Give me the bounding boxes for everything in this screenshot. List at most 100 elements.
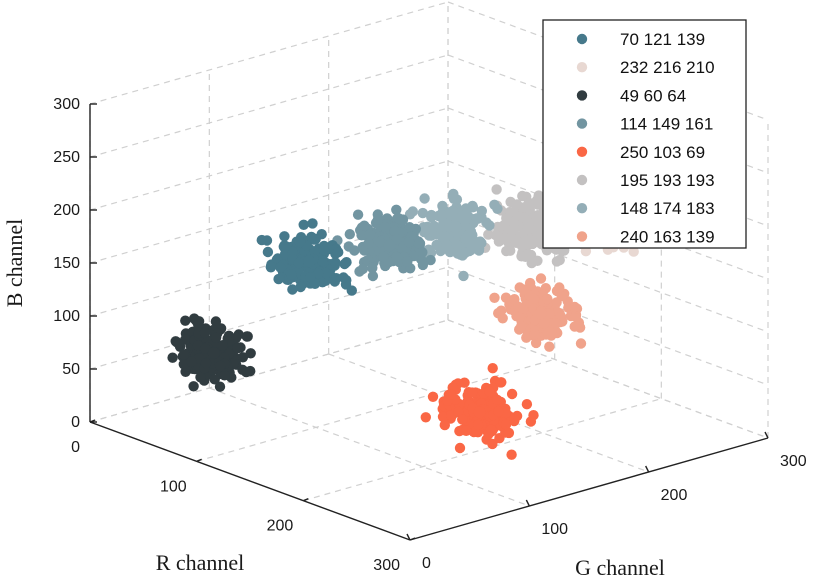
cluster-center-point xyxy=(534,307,547,320)
data-point xyxy=(378,251,389,263)
data-point xyxy=(500,407,512,419)
data-point xyxy=(489,292,500,303)
data-point xyxy=(295,281,306,293)
cluster-center-point xyxy=(522,222,535,235)
data-point xyxy=(489,199,500,210)
data-point xyxy=(427,211,438,222)
data-point xyxy=(391,204,402,215)
data-point xyxy=(305,271,316,283)
data-point xyxy=(186,356,197,367)
data-point xyxy=(518,284,529,295)
data-point xyxy=(516,251,527,262)
data-point xyxy=(495,377,506,388)
data-point xyxy=(487,363,498,374)
data-point xyxy=(628,246,639,257)
x-tick-mark xyxy=(303,498,309,502)
data-point xyxy=(485,424,497,435)
legend-label: 148 174 183 xyxy=(620,199,715,218)
data-point xyxy=(491,394,503,405)
z-tick-label: 200 xyxy=(53,202,80,219)
data-point xyxy=(237,352,249,363)
data-point xyxy=(505,245,516,256)
left-wall-grid-line xyxy=(89,107,449,211)
data-point xyxy=(167,352,178,363)
data-point xyxy=(516,321,527,332)
data-point xyxy=(391,234,402,245)
ticks-layer: 0 50 100 150 200 250 300 0 100 200 300 0 100 200 300 xyxy=(53,96,807,574)
y-tick-label: 200 xyxy=(661,487,688,504)
legend-marker xyxy=(576,118,588,129)
data-point xyxy=(425,254,436,266)
legend: 70 121 139 232 216 210 49 60 64 114 149 161… xyxy=(542,19,747,249)
x-axis-line xyxy=(89,421,411,541)
series-group xyxy=(420,363,539,460)
data-point xyxy=(460,247,471,258)
y-tick-label: 300 xyxy=(780,453,807,470)
data-point xyxy=(417,259,429,271)
data-point xyxy=(180,315,191,326)
x-tick-label: 300 xyxy=(373,557,400,574)
y-axis-label: G channel xyxy=(575,555,665,578)
y-tick-label: 100 xyxy=(541,521,568,538)
data-point xyxy=(447,190,459,202)
data-point xyxy=(445,389,457,400)
z-tick-label: 150 xyxy=(53,255,80,272)
x-tick-label: 200 xyxy=(267,518,294,535)
data-point xyxy=(199,327,211,338)
data-point xyxy=(487,438,498,450)
data-point xyxy=(256,234,267,246)
series-group xyxy=(256,218,357,296)
data-point xyxy=(466,387,478,398)
cluster-center-point xyxy=(303,255,316,268)
data-point xyxy=(550,318,562,329)
data-point xyxy=(403,237,415,248)
data-point xyxy=(317,255,328,267)
data-point xyxy=(393,213,405,224)
data-point xyxy=(535,273,547,284)
cluster-center-point xyxy=(383,239,396,252)
data-point xyxy=(265,261,277,272)
z-axis-label: B channel xyxy=(2,219,27,308)
y-tick-mark xyxy=(525,499,530,507)
data-point xyxy=(419,193,430,204)
data-point xyxy=(215,360,226,372)
left-wall-grid-line xyxy=(89,319,449,423)
data-point xyxy=(517,211,528,223)
data-point xyxy=(517,190,528,202)
data-point xyxy=(527,238,538,250)
data-point xyxy=(285,269,297,280)
data-point xyxy=(352,209,364,220)
left-wall-grid-line xyxy=(89,54,449,158)
x-tick-mark xyxy=(89,419,96,423)
back-wall-grid-line xyxy=(447,266,769,386)
data-point xyxy=(454,442,466,454)
data-point xyxy=(460,205,472,216)
legend-marker xyxy=(576,33,588,45)
legend-label: 232 216 210 xyxy=(620,58,715,77)
data-point xyxy=(374,236,385,248)
series-group xyxy=(332,204,436,282)
data-point xyxy=(404,222,415,233)
z-tick-label: 300 xyxy=(53,96,80,113)
data-point xyxy=(356,230,367,241)
data-point xyxy=(533,215,544,226)
legend-label: 49 60 64 xyxy=(620,86,686,105)
data-point xyxy=(575,338,587,349)
legend-label: 240 163 139 xyxy=(620,227,715,246)
data-point xyxy=(245,365,256,377)
data-point xyxy=(363,238,374,249)
data-point xyxy=(554,254,565,266)
data-point xyxy=(333,247,344,258)
data-point xyxy=(344,229,355,240)
data-point xyxy=(178,349,189,360)
data-point xyxy=(506,388,518,400)
data-point xyxy=(417,207,428,219)
data-point xyxy=(427,391,439,402)
y-axis-line xyxy=(409,437,769,541)
legend-label: 195 193 193 xyxy=(620,171,715,190)
left-wall-grid-line xyxy=(89,160,449,264)
x-tick-mark xyxy=(196,458,202,462)
data-point xyxy=(542,293,553,305)
data-point xyxy=(287,284,298,295)
